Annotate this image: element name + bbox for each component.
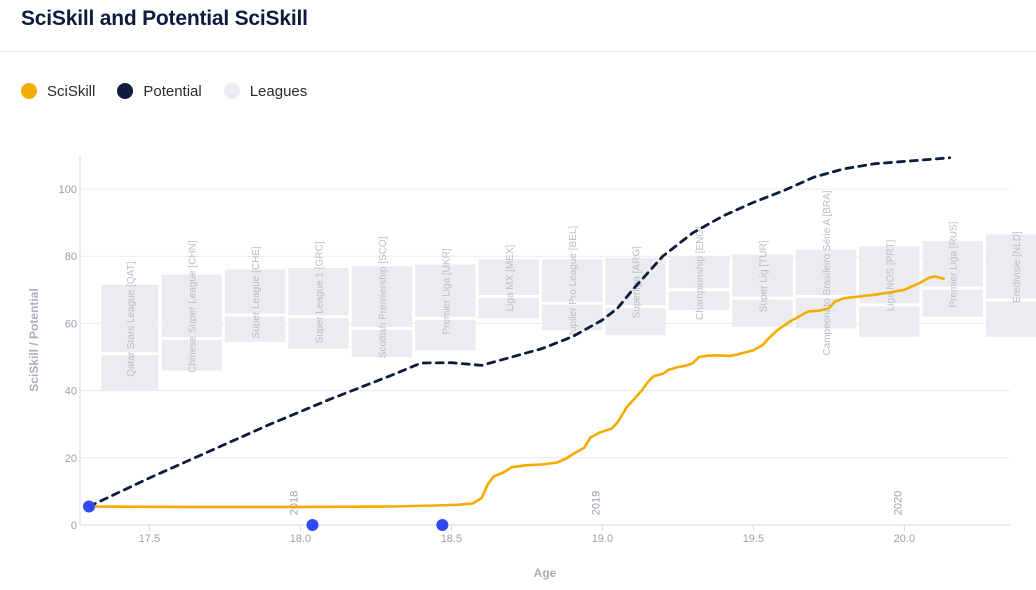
chart-legend: SciSkill Potential Leagues [21,80,329,102]
league-band-upper [668,256,730,289]
x-tick-label: 20.0 [894,533,915,545]
league-band-lower [732,299,793,327]
legend-label-potential: Potential [143,82,202,100]
axes: 0 20 40 60 80 100 17.5 18.0 18.5 19.0 19.5 20.0 [59,155,1010,545]
league-band-lower [351,329,413,357]
x-tick-label: 19.5 [743,533,764,545]
league-band-upper [859,246,920,304]
league-label: Jupiler Pro League [BEL] [568,226,579,337]
y-tick-label: 40 [65,386,77,398]
sciskill-line [87,275,945,509]
x-axis-title: Age [534,566,557,580]
league-label: Eredivisie [NLD] [1012,231,1023,303]
league-band-lower [985,301,1036,337]
year-label: 2019 [590,491,602,515]
league-label: Championship [ENG] [695,226,706,320]
potential-line [87,156,952,508]
league-label: Campeonato Brasileiro Série A [BRA] [822,190,833,355]
league-band-lower [922,289,983,317]
league-band-upper [478,259,539,296]
y-tick-label: 20 [65,453,77,465]
y-axis-title: SciSkill / Potential [27,288,41,391]
x-tick-label: 19.0 [592,533,613,545]
y-tick-label: 0 [71,520,77,532]
year-markers: 2018 2019 2020 [288,491,904,515]
league-band-lower [288,318,349,349]
legend-label-sciskill: SciSkill [47,82,96,100]
league-bands: Qatar Stars League [QAT] Chinese Super Le… [101,190,1036,391]
league-band-lower [415,319,476,351]
league-label: Super League 1 [GRC] [315,241,326,343]
league-label: Premier Liga [RUS] [949,221,960,307]
league-band-lower [605,308,666,336]
league-band-upper [795,249,857,296]
league-band-lower [101,355,159,391]
league-band-upper [161,274,222,338]
legend-label-leagues: Leagues [249,82,308,100]
league-band-upper [985,234,1036,299]
event-markers [83,500,449,531]
event-marker [83,500,95,513]
series-lines [87,156,952,509]
x-tick-label: 18.0 [290,533,311,545]
chart-header: SciSkill and Potential SciSkill [0,0,1036,52]
event-marker [436,519,449,531]
league-band-lower [668,291,730,310]
league-band-upper [542,259,603,302]
league-band-lower [224,316,286,342]
x-tick-label: 18.5 [441,533,462,545]
league-band-upper [922,241,983,287]
league-label: Scottish Premiership [SCO] [378,236,389,358]
event-marker [306,519,319,531]
league-label: Qatar Stars League [QAT] [126,261,137,377]
league-label: Superliga [ARG] [632,246,643,318]
league-band-lower [161,340,222,371]
year-label: 2018 [288,491,300,515]
sciskill-legend-icon [21,83,37,99]
league-label: Liga NOS [PRT] [885,240,896,312]
league-band-upper [351,266,413,327]
league-label: Super League [CHE] [251,246,262,339]
league-band-lower [478,298,539,319]
league-label: Premier Liga [UKR] [441,248,452,334]
league-band-upper [101,284,159,353]
y-tick-label: 80 [65,251,77,263]
potential-legend-icon [117,83,134,99]
x-tick-label: 17.5 [139,533,160,545]
year-label: 2020 [892,491,904,515]
league-band-upper [224,269,286,314]
league-band-upper [415,264,476,317]
legend-item-sciskill[interactable]: SciSkill [21,83,95,100]
legend-item-potential[interactable]: Potential [117,82,202,100]
league-band-upper [288,267,349,316]
league-label: Chinese Super League [CHN] [188,240,199,373]
page-title: SciSkill and Potential SciSkill [21,7,308,30]
y-tick-label: 60 [65,318,77,330]
y-tick-label: 100 [59,184,77,196]
league-label: Super Lig [TUR] [758,240,769,312]
leagues-legend-icon [223,83,240,99]
league-band-upper [732,254,793,297]
legend-item-leagues[interactable]: Leagues [223,82,308,100]
league-band-lower [859,306,920,337]
league-label: Liga MX [MEX] [505,244,516,311]
